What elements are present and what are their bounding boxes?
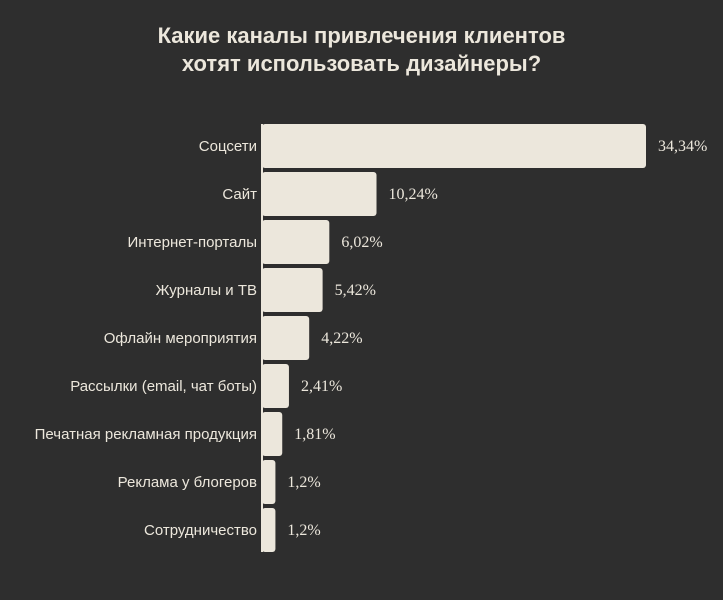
- bar-1: [262, 172, 377, 216]
- value-label-6: 1,81%: [294, 426, 335, 443]
- value-label-2: 6,02%: [341, 234, 382, 251]
- value-label-3: 5,42%: [335, 282, 376, 299]
- bar-0: [262, 124, 646, 168]
- value-label-1: 10,24%: [389, 186, 438, 203]
- category-label-1: Сайт: [222, 186, 257, 203]
- value-label-5: 2,41%: [301, 378, 342, 395]
- chart-title: Какие каналы привлечения клиентов хотят …: [0, 22, 723, 78]
- chart-title-line-2: хотят использовать дизайнеры?: [181, 51, 542, 76]
- category-label-2: Интернет-порталы: [128, 234, 258, 251]
- value-label-4: 4,22%: [321, 330, 362, 347]
- bar-5: [262, 364, 289, 408]
- value-label-7: 1,2%: [287, 474, 320, 491]
- value-label-0: 34,34%: [658, 138, 707, 155]
- category-label-6: Печатная рекламная продукция: [35, 426, 257, 443]
- value-label-8: 1,2%: [287, 522, 320, 539]
- bar-8: [262, 508, 276, 552]
- category-label-5: Рассылки (email, чат боты): [70, 378, 257, 395]
- bar-4: [262, 316, 310, 360]
- bar-2: [262, 220, 330, 264]
- bar-3: [262, 268, 323, 312]
- bar-7: [262, 460, 276, 504]
- category-label-3: Журналы и ТВ: [156, 282, 257, 299]
- bar-6: [262, 412, 283, 456]
- chart-title-line-1: Какие каналы привлечения клиентов: [157, 23, 566, 48]
- category-label-4: Офлайн мероприятия: [104, 330, 257, 347]
- category-label-8: Сотрудничество: [144, 522, 257, 539]
- category-label-7: Реклама у блогеров: [118, 474, 257, 491]
- category-label-0: Соцсети: [199, 138, 257, 155]
